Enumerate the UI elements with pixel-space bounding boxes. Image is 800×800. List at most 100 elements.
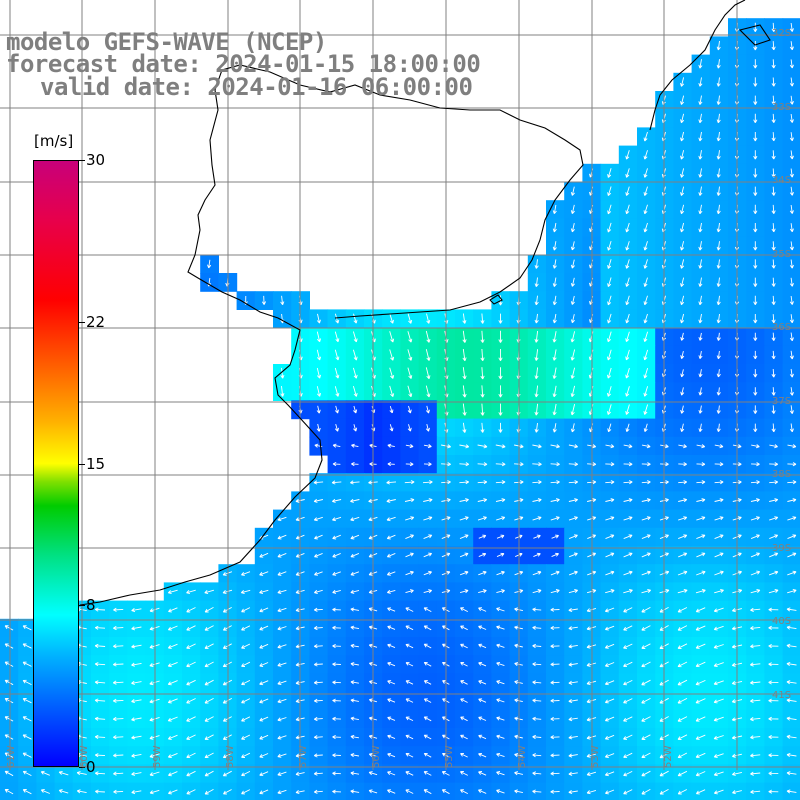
wind-arrow: [350, 771, 360, 776]
wind-arrow: [750, 534, 760, 540]
wind-arrow: [534, 423, 539, 433]
wind-arrow: [113, 625, 124, 631]
wind-arrow: [713, 698, 724, 704]
wind-arrow: [423, 661, 432, 667]
wind-arrow: [204, 789, 214, 795]
wind-arrow: [680, 423, 685, 432]
wind-arrow: [786, 698, 797, 703]
wind-arrow: [680, 95, 685, 105]
wind-arrow: [786, 661, 797, 667]
wind-arrow: [641, 698, 651, 704]
wind-arrow: [568, 462, 579, 467]
wind-arrow: [131, 699, 142, 704]
wind-arrow: [496, 789, 505, 794]
wind-arrow: [478, 643, 487, 649]
wind-arrow: [223, 789, 232, 795]
wind-arrow: [606, 331, 612, 343]
wind-arrow: [568, 444, 578, 449]
wind-arrow: [771, 59, 776, 69]
wind-arrow: [641, 607, 651, 613]
wind-arrow: [641, 716, 651, 722]
wind-arrow: [532, 789, 542, 794]
wind-arrow: [423, 534, 433, 540]
wind-arrow: [768, 716, 779, 721]
wind-arrow: [753, 350, 758, 360]
wind-arrow: [112, 698, 124, 703]
wind-arrow: [480, 348, 485, 362]
wind-arrow: [313, 498, 323, 503]
wind-arrow: [680, 369, 685, 378]
wind-arrow: [716, 131, 721, 142]
wind-arrow: [680, 277, 685, 287]
wind-arrow: [423, 462, 432, 467]
wind-arrow: [716, 59, 721, 69]
wind-arrow: [698, 387, 703, 396]
wind-arrow: [334, 313, 340, 324]
wind-arrow: [696, 516, 706, 521]
wind-arrow: [604, 734, 615, 740]
wind-arrow: [607, 259, 612, 269]
wind-arrow: [625, 277, 630, 287]
wind-arrow: [94, 680, 106, 685]
wind-arrow: [168, 607, 178, 613]
map-title: modelo GEFS-WAVE (NCEP): [6, 28, 327, 56]
wind-arrow: [277, 534, 287, 540]
wind-arrow: [426, 313, 431, 324]
wind-arrow: [334, 349, 340, 361]
wind-arrow: [605, 462, 615, 467]
wind-arrow: [76, 771, 87, 776]
wind-arrow: [695, 607, 706, 613]
wind-arrow: [568, 626, 578, 631]
wind-arrow: [789, 186, 794, 196]
wind-arrow: [695, 789, 706, 795]
wind-arrow: [625, 349, 630, 361]
wind-arrow: [641, 643, 651, 649]
wind-arrow: [350, 607, 360, 612]
wind-arrow: [716, 168, 721, 178]
wind-arrow: [149, 771, 160, 777]
wind-arrow: [786, 625, 797, 630]
wind-arrow: [259, 571, 269, 576]
wind-arrow: [698, 186, 703, 196]
wind-arrow: [423, 698, 432, 703]
wind-arrow: [389, 349, 395, 361]
wind-arrow: [570, 314, 575, 324]
wind-arrow: [350, 680, 359, 685]
wind-arrow: [605, 534, 615, 540]
wind-arrow: [350, 662, 359, 667]
wind-arrow: [713, 753, 724, 758]
wind-arrow: [351, 443, 359, 448]
wind-arrow: [186, 661, 196, 668]
wind-arrow: [678, 498, 688, 503]
wind-arrow: [586, 789, 597, 795]
wind-arrow: [277, 644, 287, 649]
wind-arrow: [94, 607, 106, 612]
wind-arrow: [625, 423, 630, 433]
wind-arrow: [425, 405, 430, 414]
wind-cell: [36, 782, 56, 800]
wind-arrow: [606, 386, 612, 397]
wind-arrow: [768, 771, 779, 776]
wind-arrow: [277, 589, 287, 594]
wind-arrow: [623, 607, 633, 613]
wind-arrow: [350, 625, 360, 630]
wind-arrow: [241, 661, 251, 667]
wind-arrow: [695, 771, 706, 777]
wind-arrow: [716, 40, 721, 51]
wind-arrow: [698, 168, 703, 178]
wind-arrow: [58, 789, 69, 794]
wind-arrow: [241, 571, 251, 576]
wind-arrow: [623, 789, 633, 795]
wind-cell: [382, 782, 401, 800]
wind-arrow: [623, 698, 633, 704]
wind-arrow: [131, 790, 142, 795]
wind-arrow: [534, 367, 539, 380]
wind-arrow: [478, 734, 487, 740]
wind-cell: [436, 782, 456, 800]
wind-arrow: [787, 588, 797, 594]
wind-arrow: [768, 789, 779, 794]
wind-arrow: [680, 186, 685, 196]
wind-arrow: [477, 444, 488, 449]
wind-arrow: [280, 386, 285, 397]
wind-arrow: [350, 589, 360, 594]
